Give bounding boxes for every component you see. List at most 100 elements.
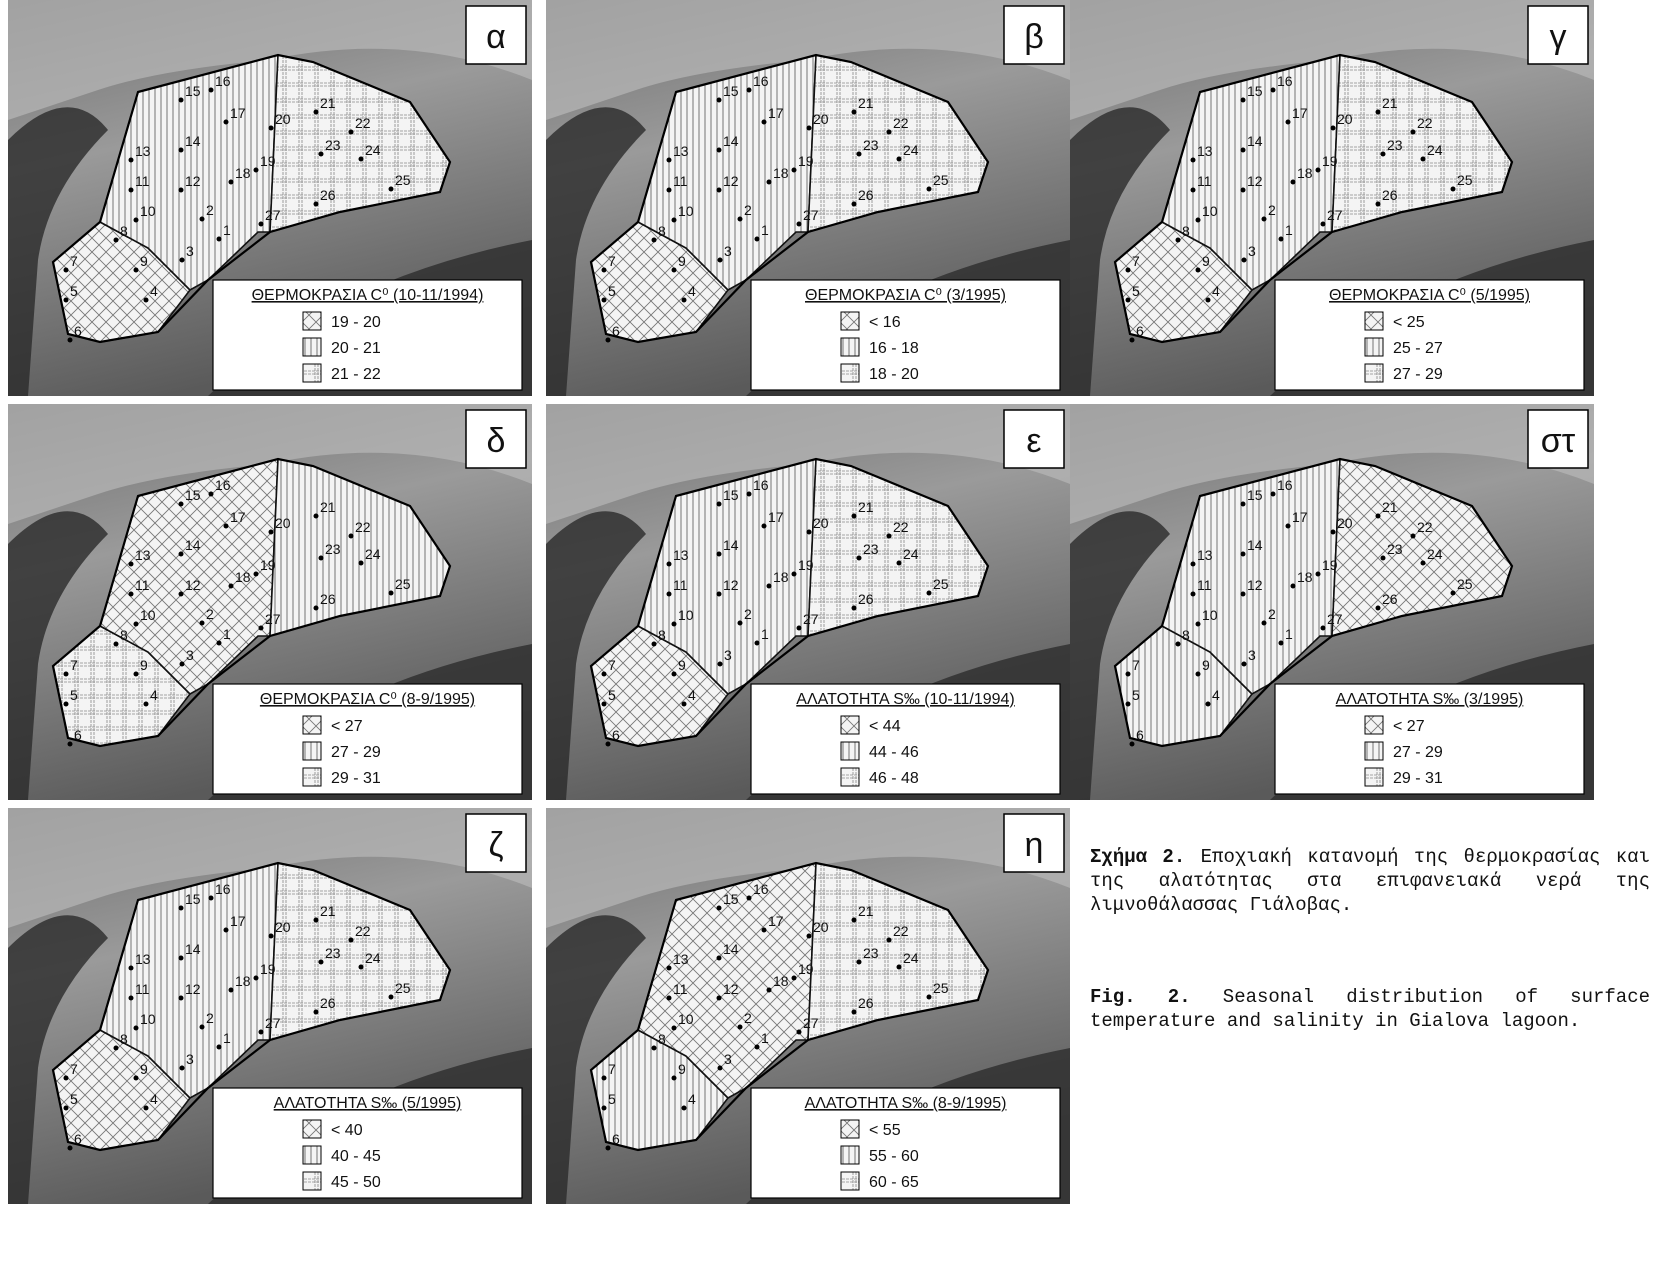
station-label: 26 — [1382, 591, 1398, 607]
station-dot — [717, 996, 722, 1001]
station-label: 4 — [1212, 687, 1220, 703]
legend-title: ΑΛΑΤΟΤΗΤΑ S‰ (3/1995) — [1336, 691, 1524, 708]
station-dot — [767, 988, 772, 993]
station-dot — [314, 1010, 319, 1015]
station-dot — [134, 268, 139, 273]
station-label: 10 — [678, 1011, 694, 1027]
station-dot — [229, 988, 234, 993]
station-dot — [254, 168, 259, 173]
station-label: 22 — [893, 923, 909, 939]
station-label: 18 — [1297, 569, 1313, 585]
station-label: 2 — [744, 1010, 752, 1026]
station-dot — [1321, 626, 1326, 631]
station-label: 10 — [678, 203, 694, 219]
station-dot — [667, 966, 672, 971]
station-label: 4 — [688, 283, 696, 299]
legend-class: < 27 — [331, 718, 363, 735]
station-label: 14 — [185, 941, 201, 957]
station-dot — [179, 996, 184, 1001]
station-label: 21 — [320, 903, 336, 919]
station-dot — [667, 592, 672, 597]
station-dot — [269, 126, 274, 131]
station-label: 16 — [215, 881, 231, 897]
station-dot — [1286, 524, 1291, 529]
station-dot — [897, 157, 902, 162]
station-label: 19 — [260, 961, 276, 977]
legend-swatch — [841, 742, 859, 760]
station-label: 21 — [1382, 499, 1398, 515]
station-label: 26 — [1382, 187, 1398, 203]
legend-swatch — [841, 1120, 859, 1138]
station-dot — [672, 268, 677, 273]
station-dot — [652, 1046, 657, 1051]
station-label: 18 — [235, 973, 251, 989]
station-label: 23 — [1387, 541, 1403, 557]
station-label: 2 — [1268, 202, 1276, 218]
station-dot — [755, 641, 760, 646]
station-dot — [1451, 187, 1456, 192]
station-label: 3 — [724, 243, 732, 259]
station-label: 14 — [185, 133, 201, 149]
station-label: 19 — [260, 153, 276, 169]
station-dot — [179, 98, 184, 103]
station-dot — [672, 622, 677, 627]
station-dot — [762, 928, 767, 933]
station-label: 3 — [724, 647, 732, 663]
station-label: 8 — [120, 223, 128, 239]
station-label: 11 — [1197, 173, 1212, 189]
station-label: 20 — [813, 111, 829, 127]
station-dot — [747, 492, 752, 497]
station-dot — [224, 928, 229, 933]
station-label: 16 — [1277, 477, 1293, 493]
station-label: 9 — [678, 657, 686, 673]
map-panel: 1234567891011121314151617181920212223242… — [546, 0, 1070, 396]
station-label: 13 — [1197, 547, 1213, 563]
station-dot — [1271, 88, 1276, 93]
station-label: 8 — [120, 1031, 128, 1047]
station-dot — [652, 642, 657, 647]
map-panel: 1234567891011121314151617181920212223242… — [1070, 0, 1594, 396]
station-label: 12 — [723, 173, 739, 189]
station-label: 13 — [673, 547, 689, 563]
map-panel: 1234567891011121314151617181920212223242… — [8, 404, 532, 800]
legend-swatch — [841, 1172, 859, 1190]
station-label: 26 — [320, 187, 336, 203]
station-dot — [887, 534, 892, 539]
station-dot — [1242, 258, 1247, 263]
panel-label: γ — [1550, 18, 1567, 56]
station-dot — [755, 1045, 760, 1050]
station-label: 10 — [140, 1011, 156, 1027]
legend-class: 55 - 60 — [869, 1148, 919, 1165]
station-label: 22 — [355, 519, 371, 535]
station-label: 23 — [1387, 137, 1403, 153]
station-label: 20 — [275, 919, 291, 935]
station-label: 11 — [135, 173, 150, 189]
station-label: 1 — [223, 1030, 231, 1046]
station-label: 4 — [1212, 283, 1220, 299]
station-dot — [64, 298, 69, 303]
station-dot — [606, 742, 611, 747]
station-dot — [717, 502, 722, 507]
station-dot — [1191, 188, 1196, 193]
station-label: 26 — [320, 591, 336, 607]
station-label: 12 — [723, 577, 739, 593]
station-label: 7 — [608, 657, 616, 673]
station-label: 18 — [773, 569, 789, 585]
station-label: 27 — [803, 1015, 819, 1031]
station-dot — [602, 672, 607, 677]
station-label: 11 — [1197, 577, 1212, 593]
station-label: 3 — [1248, 647, 1256, 663]
map-panel: 1234567891011121314151617181920212223242… — [1070, 404, 1594, 800]
station-dot — [1376, 110, 1381, 115]
station-dot — [887, 130, 892, 135]
station-dot — [134, 1076, 139, 1081]
caption-english: Fig. 2. Seasonal distribution of surface… — [1090, 985, 1650, 1033]
legend-class: 46 - 48 — [869, 770, 919, 787]
station-dot — [738, 217, 743, 222]
station-dot — [179, 956, 184, 961]
station-dot — [1241, 552, 1246, 557]
legend-class: 40 - 45 — [331, 1148, 381, 1165]
station-label: 9 — [1202, 657, 1210, 673]
legend-class: 60 - 65 — [869, 1174, 919, 1191]
legend-swatch — [303, 364, 321, 382]
